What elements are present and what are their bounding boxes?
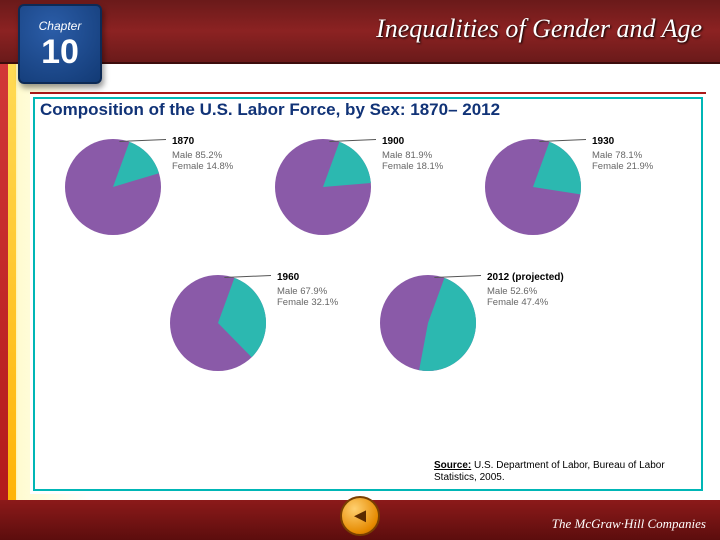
pie-1930 <box>480 134 586 240</box>
pie-year: 1900 <box>382 136 443 149</box>
pie-male-label: Male 81.9% <box>382 150 432 161</box>
pie-cell: 1900 Male 81.9% Female 18.1% <box>270 134 480 240</box>
pie-cell: 1870 Male 85.2% Female 14.8% <box>60 134 270 240</box>
pie-charts-grid: 1870 Male 85.2% Female 14.8% 1900 Male 8… <box>60 134 690 376</box>
header-bar: Inequalities of Gender and Age <box>0 0 720 64</box>
header-title: Inequalities of Gender and Age <box>376 14 702 44</box>
pie-female-label: Female 47.4% <box>487 297 548 308</box>
pie-male-label: Male 67.9% <box>277 286 327 297</box>
pie-female-label: Female 18.1% <box>382 161 443 172</box>
left-gold-strip <box>8 0 16 540</box>
pie-female-label: Female 14.8% <box>172 161 233 172</box>
source-citation: Source: U.S. Department of Labor, Bureau… <box>434 460 694 484</box>
chart-title: Composition of the U.S. Labor Force, by … <box>40 100 500 120</box>
pie-female-label: Female 32.1% <box>277 297 338 308</box>
source-label: Source: <box>434 460 471 471</box>
pie-year: 1870 <box>172 136 233 149</box>
pie-male-label: Male 78.1% <box>592 150 642 161</box>
chapter-badge: Chapter 10 <box>18 4 102 84</box>
publisher-text: The McGraw·Hill Companies <box>552 516 706 532</box>
chapter-number: 10 <box>41 35 79 69</box>
pie-info: 2012 (projected) Male 52.6% Female 47.4% <box>487 272 564 309</box>
pie-year: 2012 (projected) <box>487 272 564 285</box>
pie-year: 1960 <box>277 272 338 285</box>
pie-info: 1900 Male 81.9% Female 18.1% <box>382 136 443 173</box>
pie-cell: 2012 (projected) Male 52.6% Female 47.4% <box>375 270 585 376</box>
pie-male-label: Male 52.6% <box>487 286 537 297</box>
pie-row-bottom: 1960 Male 67.9% Female 32.1% 2012 (proje… <box>165 270 690 376</box>
pie-1900 <box>270 134 376 240</box>
pie-info: 1930 Male 78.1% Female 21.9% <box>592 136 653 173</box>
pie-2012 <box>375 270 481 376</box>
pie-info: 1870 Male 85.2% Female 14.8% <box>172 136 233 173</box>
left-red-strip <box>0 0 8 540</box>
chapter-label: Chapter <box>39 19 82 33</box>
pie-cell: 1930 Male 78.1% Female 21.9% <box>480 134 690 240</box>
pie-year: 1930 <box>592 136 653 149</box>
pie-1960 <box>165 270 271 376</box>
pie-info: 1960 Male 67.9% Female 32.1% <box>277 272 338 309</box>
nav-back-button[interactable]: ◄ <box>340 496 380 536</box>
pie-row-top: 1870 Male 85.2% Female 14.8% 1900 Male 8… <box>60 134 690 240</box>
chevron-left-icon: ◄ <box>350 505 370 528</box>
pie-cell: 1960 Male 67.9% Female 32.1% <box>165 270 375 376</box>
pie-1870 <box>60 134 166 240</box>
pie-female-label: Female 21.9% <box>592 161 653 172</box>
pie-male-label: Male 85.2% <box>172 150 222 161</box>
